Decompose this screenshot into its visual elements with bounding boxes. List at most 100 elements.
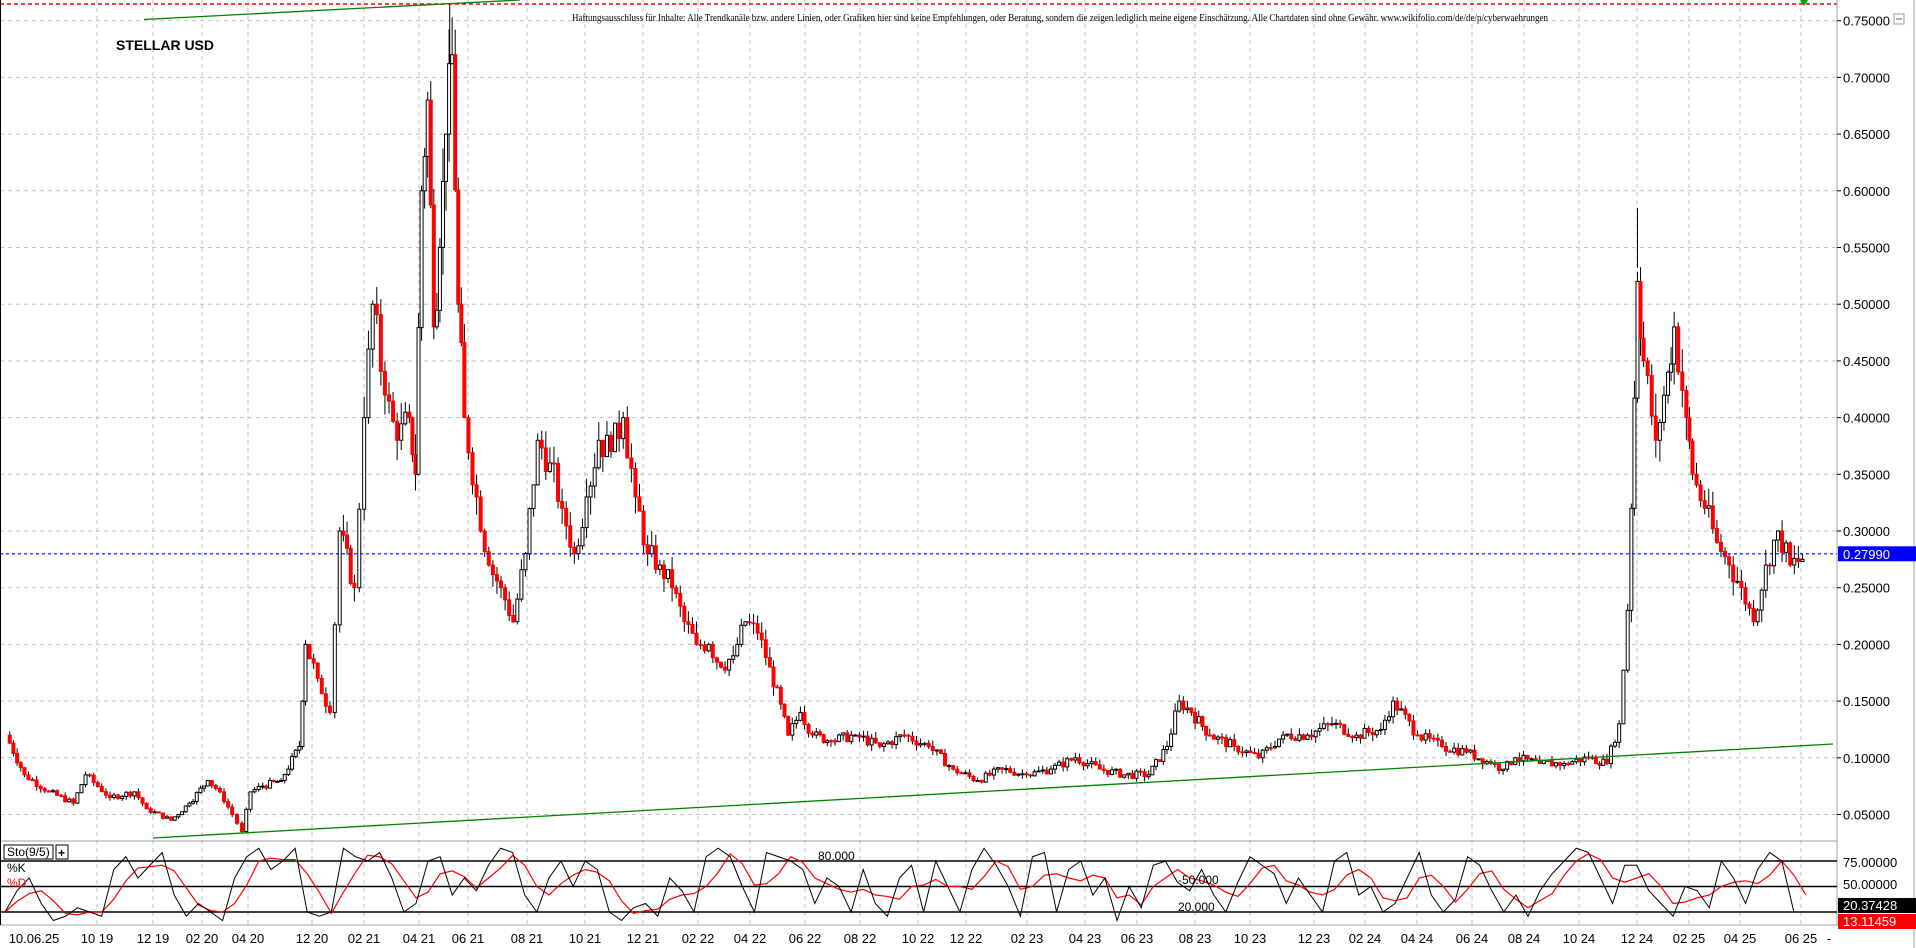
candle-body (1641, 337, 1646, 362)
candle (494, 567, 499, 594)
candle (511, 604, 516, 624)
candle (1743, 582, 1748, 612)
candle-body (75, 792, 80, 804)
candle (894, 731, 899, 750)
candle (1621, 669, 1626, 725)
candle-body (1272, 745, 1277, 749)
candle-body (1342, 724, 1347, 735)
candle (239, 821, 244, 833)
candle (482, 528, 487, 557)
candle (1293, 736, 1298, 742)
candle-body (352, 582, 357, 589)
candle-body (1224, 737, 1229, 748)
candle (698, 639, 703, 650)
candle-body (440, 181, 445, 248)
candle-body (1545, 760, 1550, 763)
candle-body (120, 795, 125, 799)
candle-body (1702, 500, 1707, 509)
candle-body (124, 791, 129, 797)
candle (503, 584, 508, 611)
candle (1325, 722, 1330, 732)
candle (1077, 753, 1082, 765)
candle-body (1638, 281, 1643, 339)
candle-body (759, 632, 764, 641)
k-last-badge (1838, 898, 1916, 913)
candle (1362, 723, 1367, 739)
candle-body (1399, 708, 1404, 711)
candle-body (1138, 770, 1143, 773)
candle-body (951, 765, 956, 770)
candle-body (67, 798, 72, 803)
candle-body (1669, 363, 1674, 373)
candle (447, 29, 452, 162)
candle (810, 731, 815, 739)
candle-body (169, 816, 174, 821)
candle-body (1036, 770, 1041, 773)
candle (1604, 753, 1609, 766)
candle-body (50, 790, 55, 793)
candle-body (1601, 758, 1606, 766)
candle (706, 642, 711, 653)
candle-body (1767, 564, 1772, 567)
candle-body (1057, 761, 1062, 766)
candle-body (22, 767, 27, 776)
candle (1448, 749, 1453, 753)
level-50-label: -50.000 (1178, 873, 1219, 887)
x-tick-label: 06 24 (1456, 931, 1489, 946)
candle (1407, 713, 1412, 727)
candle (1215, 735, 1220, 745)
candle (1780, 520, 1785, 563)
candle (771, 660, 776, 696)
candle-body (1468, 749, 1473, 753)
candle (1796, 545, 1801, 569)
candle (926, 740, 931, 750)
candle (370, 300, 375, 368)
candle (584, 478, 589, 539)
candle (853, 733, 858, 737)
y-tick-label: 0.05000 (1843, 808, 1890, 823)
candle-body (1676, 326, 1681, 373)
candle (1395, 697, 1400, 716)
candle (995, 767, 1000, 773)
candle (519, 559, 524, 602)
candle (910, 731, 915, 745)
candle (1776, 530, 1781, 553)
candle (1177, 694, 1182, 713)
candle-body (1460, 748, 1465, 756)
candle-body (1613, 741, 1618, 747)
candle-body (690, 623, 695, 634)
candle (604, 421, 609, 458)
candle (1714, 520, 1719, 545)
candle-body (564, 507, 569, 527)
candle-body (1325, 723, 1330, 726)
candle-body (621, 417, 626, 440)
candle (731, 645, 736, 664)
candle (230, 803, 235, 818)
candle-body (1281, 734, 1286, 740)
x-tick-label: 06 22 (789, 931, 822, 946)
add-indicator-button[interactable] (55, 844, 69, 860)
candle (42, 787, 47, 794)
candle (572, 541, 577, 564)
candle-body (323, 693, 328, 707)
candle (1629, 503, 1634, 623)
candle (1767, 562, 1772, 575)
candle-body (286, 768, 291, 776)
candle-body (523, 553, 528, 571)
candle-body (535, 439, 540, 486)
candle (828, 739, 833, 747)
candle (821, 733, 826, 744)
candle (568, 512, 573, 557)
candle-body (244, 808, 249, 833)
candle (588, 481, 593, 515)
candle-body (419, 190, 424, 329)
candle-body (1268, 747, 1273, 750)
candle (1399, 701, 1404, 711)
x-tick-label: 02 24 (1349, 931, 1382, 946)
candle-body (1776, 530, 1781, 541)
last-price-badge (1838, 546, 1916, 562)
candle-body (1256, 752, 1261, 759)
candle-body (374, 303, 379, 316)
candle (873, 732, 878, 744)
indicator-name-box[interactable] (3, 844, 54, 860)
